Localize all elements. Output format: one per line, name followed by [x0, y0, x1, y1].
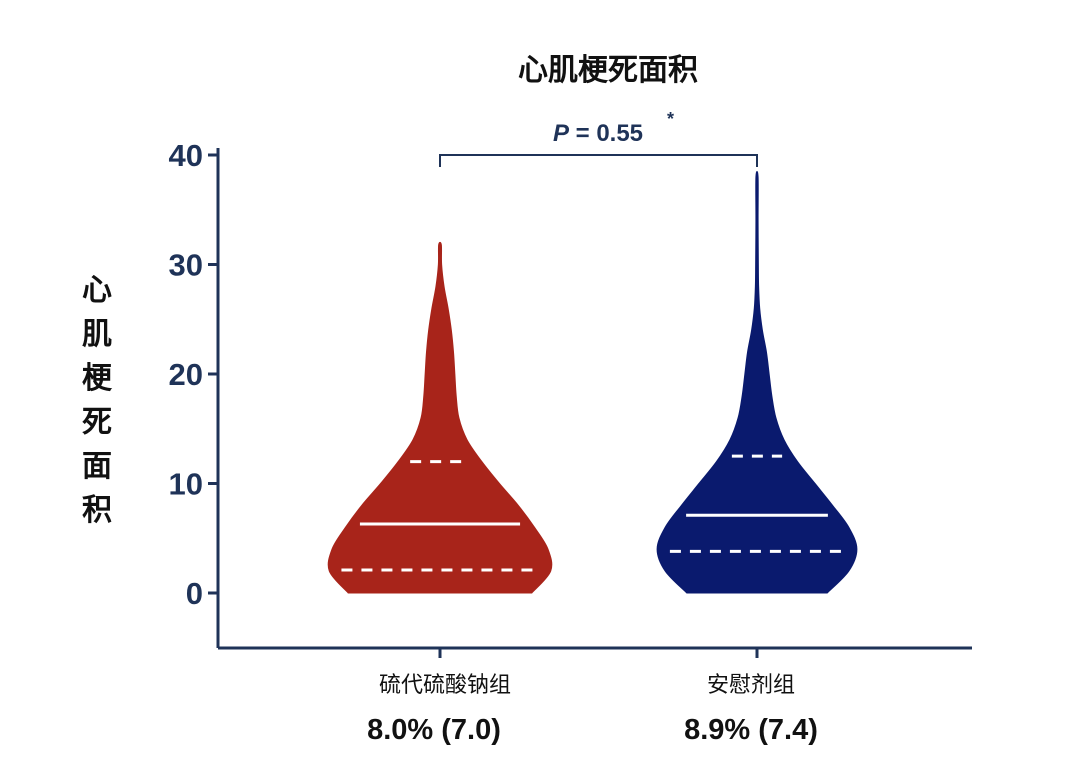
- p-value-text: P = 0.55: [553, 120, 643, 147]
- violins: [327, 170, 858, 594]
- category-stat: 8.0% (7.0): [367, 714, 501, 746]
- y-axis-label-char: 死: [82, 405, 112, 440]
- y-tick-label: 20: [169, 357, 203, 392]
- y-axis-label-char: 面: [82, 449, 112, 484]
- y-axis-label: 心肌梗死面积: [82, 273, 113, 528]
- y-tick-label: 10: [169, 467, 203, 502]
- y-ticks: 0 10 20 30 40: [169, 138, 218, 611]
- y-axis-label-char: 积: [82, 493, 112, 528]
- y-axis-label-char: 肌: [82, 317, 112, 352]
- y-tick-label: 40: [169, 138, 203, 173]
- x-categories: 硫代硫酸钠组 8.0% (7.0) 安慰剂组 8.9% (7.4): [367, 648, 818, 746]
- x-category-label: 安慰剂组: [707, 673, 795, 698]
- p-value: = 0.55: [569, 120, 643, 147]
- bracket-line: [439, 154, 758, 167]
- category-stat: 8.9% (7.4): [684, 714, 818, 746]
- chart-title: 心肌梗死面积: [518, 53, 698, 88]
- p-star: *: [667, 109, 674, 129]
- p-label: P: [553, 120, 570, 147]
- y-axis-label-char: 心: [82, 273, 112, 308]
- violin-1: [327, 241, 553, 594]
- x-category-label: 硫代硫酸钠组: [379, 673, 511, 698]
- significance-bracket: P = 0.55 *: [439, 109, 758, 167]
- y-tick-label: 0: [186, 576, 203, 611]
- y-tick-label: 30: [169, 248, 203, 283]
- violin-2: [656, 170, 858, 594]
- axes: [216, 148, 972, 650]
- y-axis-label-char: 梗: [82, 361, 113, 396]
